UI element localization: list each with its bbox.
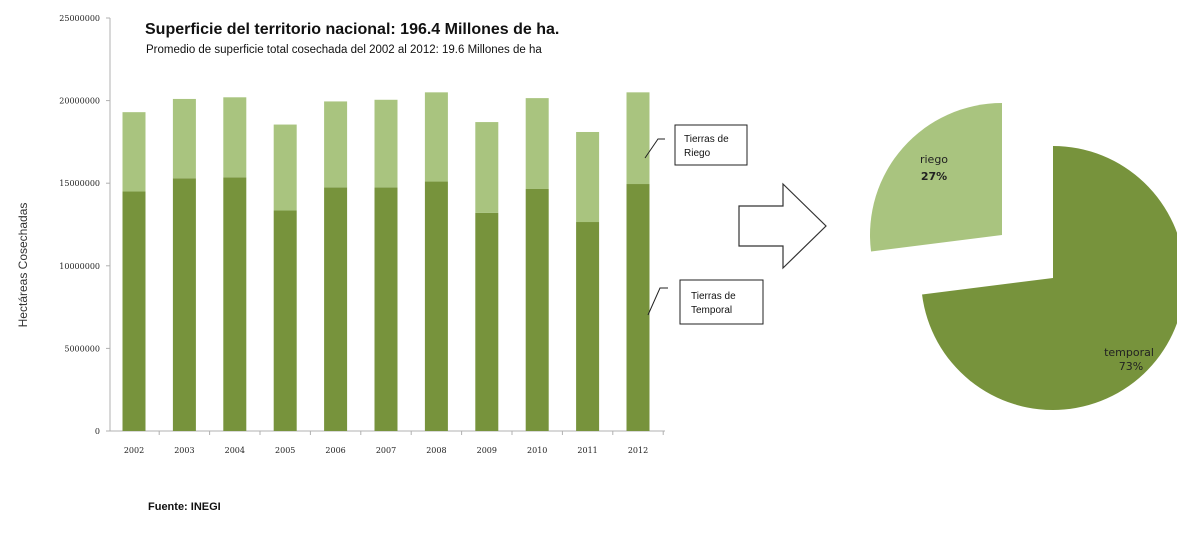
x-ticks: 2002 2003 2004 2005 2006 2007 2008 2009 2010 2011…	[124, 431, 664, 455]
pie-label-riego: riego	[920, 153, 948, 166]
pie-slice-riego	[870, 103, 1002, 252]
callout-riego-line2: Riego	[684, 148, 711, 159]
callout-temporal-line2: Temporal	[691, 305, 732, 316]
bar-temporal-2005	[273, 210, 297, 431]
bar-temporal-2004	[223, 177, 247, 431]
y-tick-label: 15000000	[59, 179, 100, 188]
callout-temporal-line1: Tierras de	[691, 291, 736, 302]
bar-temporal-2002	[122, 191, 146, 431]
x-tick-label: 2010	[527, 446, 547, 455]
y-tick-label: 5000000	[64, 344, 100, 353]
bar-temporal-2010	[525, 188, 549, 431]
y-axis-label: Hectáreas Cosechadas	[16, 203, 30, 328]
y-tick-label: 10000000	[59, 262, 100, 271]
x-tick-label: 2009	[477, 446, 497, 455]
x-tick-label: 2003	[174, 446, 194, 455]
bar-temporal-2003	[172, 178, 196, 431]
x-tick-label: 2012	[628, 446, 648, 455]
pie-percent-riego: 27%	[921, 170, 947, 183]
callout-riego-leader	[644, 138, 665, 159]
bar-riego-2010	[525, 98, 549, 189]
x-tick-label: 2008	[426, 446, 446, 455]
y-tick-label: 0	[95, 427, 100, 436]
bar-temporal-2011	[576, 222, 600, 431]
y-ticks: 0 5000000 10000000 15000000 20000000 25000000	[59, 14, 110, 436]
source-note: Fuente: INEGI	[148, 501, 221, 513]
pie-label-temporal: temporal	[1104, 346, 1154, 359]
x-tick-label: 2002	[124, 446, 144, 455]
chart-subtitle: Promedio de superficie total cosechada d…	[146, 44, 542, 56]
x-tick-label: 2004	[225, 446, 245, 455]
bar-temporal-2009	[475, 212, 499, 431]
x-tick-label: 2007	[376, 446, 396, 455]
bar-riego-2002	[122, 112, 146, 192]
bar-riego-2004	[223, 97, 247, 178]
bar-riego-2006	[324, 101, 348, 188]
bar-riego-2009	[475, 122, 499, 213]
bar-riego-2007	[374, 99, 398, 188]
callout-temporal-box	[679, 279, 764, 325]
bar-riego-2008	[424, 92, 448, 182]
callout-riego-line1: Tierras de	[684, 134, 729, 145]
pie-percent-temporal: 73%	[1119, 360, 1143, 373]
y-tick-label: 25000000	[59, 14, 100, 23]
bar-temporal-2012	[626, 184, 650, 431]
bar-temporal-2007	[374, 187, 398, 431]
x-tick-label: 2005	[275, 446, 295, 455]
pie-chart	[870, 103, 1177, 410]
callout-riego: Tierras de Riego	[644, 124, 748, 166]
bar-riego-2003	[172, 98, 196, 179]
bar-temporal-2008	[424, 181, 448, 431]
pie-slice-temporal	[922, 146, 1177, 410]
x-tick-label: 2011	[577, 446, 597, 455]
bars	[122, 92, 650, 431]
bar-riego-2012	[626, 92, 650, 185]
callout-temporal: Tierras de Temporal	[647, 279, 764, 325]
right-arrow-icon	[738, 182, 827, 270]
bar-temporal-2006	[324, 187, 348, 431]
callout-riego-box	[674, 124, 748, 166]
y-tick-label: 20000000	[59, 97, 100, 106]
bar-riego-2005	[273, 124, 297, 211]
chart-title: Superficie del territorio nacional: 196.…	[145, 21, 559, 38]
callout-temporal-leader	[647, 287, 668, 316]
x-tick-label: 2006	[325, 446, 345, 455]
bar-riego-2011	[576, 131, 600, 223]
